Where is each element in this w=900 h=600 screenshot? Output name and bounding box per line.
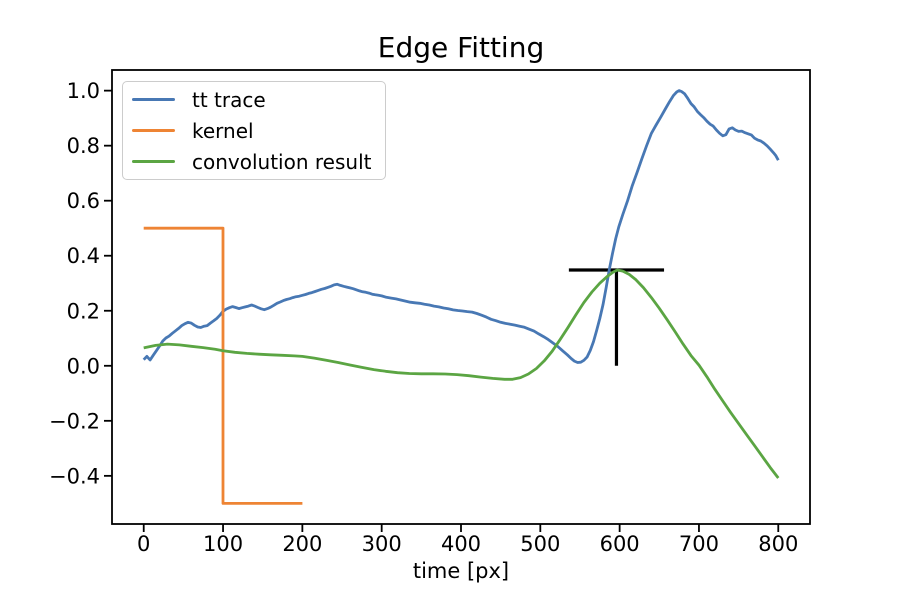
y-tick-label: 0.4 [67,244,100,268]
y-tick-label: 0.6 [67,189,100,213]
y-tick-label: 0.2 [67,299,100,323]
kernel-swatch [132,129,175,132]
convolution-result-line [143,268,780,479]
x-tick-label: 0 [137,532,150,556]
tt-trace-line [142,89,780,364]
convolution-result-swatch [132,160,175,163]
x-tick-label: 600 [600,532,640,556]
y-tick-label: −0.4 [49,464,100,488]
y-tick-label: 1.0 [67,79,100,103]
x-tick-label: 400 [441,532,481,556]
tt-trace-swatch [132,98,175,101]
legend-label: convolution result [192,149,372,174]
legend-label: kernel [192,118,254,143]
legend-item-tt-trace: tt trace [123,84,385,115]
kernel-line [143,226,303,505]
chart-title: Edge Fitting [377,31,545,64]
y-tick-label: 0.0 [67,354,100,378]
x-tick-label: 300 [362,532,402,556]
x-tick-label: 500 [520,532,560,556]
x-tick-label: 700 [679,532,719,556]
x-tick-label: 100 [203,532,243,556]
legend-item-convolution-result: convolution result [123,146,385,177]
x-tick-label: 200 [282,532,322,556]
legend: tt trace kernel convolution result [122,81,386,180]
x-axis-label: time [px] [412,559,510,583]
y-tick-label: 0.8 [67,134,100,158]
y-tick-label: −0.2 [49,409,100,433]
x-tick-label: 800 [758,532,798,556]
legend-label: tt trace [192,87,266,112]
legend-item-kernel: kernel [123,115,385,146]
